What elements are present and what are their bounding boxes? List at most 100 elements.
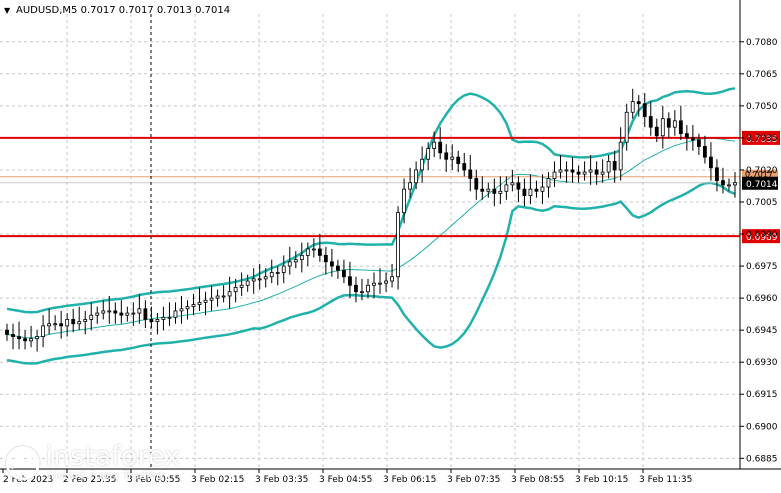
candle-body [354, 284, 358, 293]
x-tick-label: 3 Feb 10:15 [575, 475, 628, 485]
candle-body [11, 334, 15, 337]
candlesticks [5, 88, 737, 352]
candle-body [721, 180, 725, 186]
candle-body [185, 306, 190, 310]
candle-body [642, 103, 647, 117]
candle-body [727, 184, 731, 187]
y-tick-label: 0.7050 [746, 102, 778, 112]
level-tag [742, 130, 780, 145]
candle-body [83, 319, 88, 323]
current-price-tag [742, 176, 778, 190]
candle-body [179, 308, 184, 312]
upper-band [6, 87, 736, 314]
y-tick-label: 0.6885 [746, 454, 778, 464]
candle-body [360, 291, 364, 294]
x-tick-label: 2 Feb 23:35 [63, 475, 116, 485]
candle-body [438, 141, 443, 154]
candle-body [239, 284, 244, 288]
candle-body [329, 261, 334, 267]
candle-body [107, 310, 112, 313]
level-tag-label: 0.7035 [746, 135, 778, 145]
candle-body [263, 276, 268, 280]
candle-body [311, 248, 316, 251]
y-tick-label: 0.7065 [746, 70, 778, 80]
candle-body [348, 276, 352, 286]
candle-body [35, 336, 39, 340]
candle-body [733, 182, 737, 186]
candle-body [287, 261, 292, 267]
candle-body [528, 188, 533, 196]
candle-body [191, 304, 196, 308]
grid [0, 14, 740, 469]
candle-body [137, 308, 142, 314]
candle-body [299, 254, 304, 261]
instaforex-watermark: instaforex Instant Forex Trading [4, 440, 180, 486]
candle-body [131, 312, 136, 315]
candle-body [233, 287, 238, 293]
instaforex-logo-icon [4, 445, 41, 481]
candle-body [17, 336, 21, 340]
y-tick-label: 0.6915 [746, 390, 778, 400]
candle-body [588, 169, 593, 173]
candle-body [336, 265, 340, 271]
candle-body [426, 148, 431, 160]
candle-body [654, 126, 659, 137]
y-tick-label: 0.7020 [746, 166, 778, 176]
x-tick-label: 2 Feb 2023 [3, 475, 53, 485]
symbol-header: ▼ AUDUSD,M5 0.7017 0.7017 0.7013 0.7014 [4, 5, 230, 16]
candle-body [209, 297, 214, 301]
bollinger-bands [6, 87, 736, 365]
y-tick-label: 0.6930 [746, 358, 778, 368]
candle-body [450, 156, 455, 160]
candle-body [293, 259, 298, 263]
y-tick-label: 0.6945 [746, 326, 778, 336]
candle-body [59, 323, 64, 327]
candle-body [486, 188, 491, 192]
candle-body [77, 321, 82, 325]
x-tick-label: 3 Feb 07:35 [447, 475, 500, 485]
x-tick-label: 3 Feb 08:55 [511, 475, 564, 485]
watermark-brand: instaforex [45, 441, 180, 472]
price-axis: 0.7080 0.7065 0.7050 0.7035 0.7020 0.7005 0.69… [739, 0, 778, 469]
candle-body [630, 101, 635, 113]
x-tick-label: 3 Feb 00:55 [127, 475, 180, 485]
candle-body [660, 118, 665, 137]
candle-body [305, 248, 310, 256]
x-tick-label: 3 Feb 06:15 [383, 475, 436, 485]
candle-body [227, 291, 232, 297]
candle-body [480, 188, 485, 192]
candle-body [245, 280, 250, 286]
candle-body [161, 316, 166, 320]
candle-body [564, 169, 569, 172]
candle-body [576, 171, 581, 175]
candle-body [402, 188, 406, 214]
candle-body [5, 329, 9, 335]
candle-body [690, 137, 695, 141]
candle-body [558, 169, 563, 173]
time-axis: 2 Feb 2023 2 Feb 23:35 3 Feb 00:55 3 Feb 02… [0, 468, 781, 485]
candle-body [600, 171, 605, 175]
candle-body [173, 310, 178, 318]
candle-body [342, 269, 346, 278]
candle-body [432, 141, 437, 149]
x-tick-label: 3 Feb 11:35 [639, 475, 692, 485]
candle-body [47, 323, 52, 327]
candle-body [378, 282, 382, 285]
candle-body [468, 169, 473, 179]
candle-body [624, 111, 629, 143]
y-tick-label: 0.7035 [746, 134, 778, 144]
candle-body [29, 338, 33, 342]
candle-body [119, 312, 124, 316]
candle-body [113, 310, 118, 314]
candle-body [582, 171, 587, 175]
candle-body [474, 178, 479, 190]
candle-body [167, 316, 172, 319]
candle-body [456, 156, 461, 164]
watermark-tagline: Instant Forex Trading [47, 469, 164, 482]
candle-body [570, 169, 575, 173]
candle-body [420, 158, 425, 171]
candle-body [203, 299, 208, 303]
